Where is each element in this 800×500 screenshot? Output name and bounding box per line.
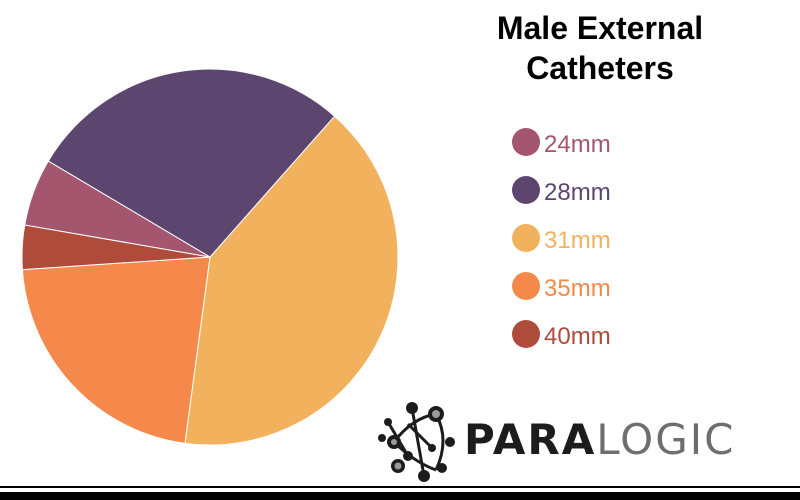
legend-swatch xyxy=(512,224,540,252)
legend-item-35mm: 35mm xyxy=(512,262,611,310)
paralogic-logo: PARALOGIC xyxy=(374,398,776,482)
legend-item-31mm: 31mm xyxy=(512,214,611,262)
legend-label: 24mm xyxy=(544,131,611,158)
legend-label: 40mm xyxy=(544,323,611,350)
pie-slice-28mm xyxy=(47,68,336,258)
legend-swatch xyxy=(512,272,540,300)
legend-item-40mm: 40mm xyxy=(512,310,611,358)
legend-label: 31mm xyxy=(544,227,611,254)
legend-item-28mm: 28mm xyxy=(512,166,611,214)
pie-slice-35mm xyxy=(21,256,211,444)
legend-swatch xyxy=(512,128,540,156)
bottom-border xyxy=(0,486,800,500)
network-icon xyxy=(378,402,455,482)
legend-label: 35mm xyxy=(544,275,611,302)
legend-label: 28mm xyxy=(544,179,611,206)
legend-swatch xyxy=(512,320,540,348)
legend: 24mm 28mm 31mm 35mm 40mm xyxy=(512,118,611,358)
pie-slice-31mm xyxy=(184,115,399,446)
legend-item-24mm: 24mm xyxy=(512,118,611,166)
divider xyxy=(0,492,800,500)
legend-swatch xyxy=(512,176,540,204)
chart-title: Male External Catheters xyxy=(496,10,704,86)
divider xyxy=(0,486,800,488)
logo-wordmark: PARALOGIC xyxy=(464,415,736,464)
